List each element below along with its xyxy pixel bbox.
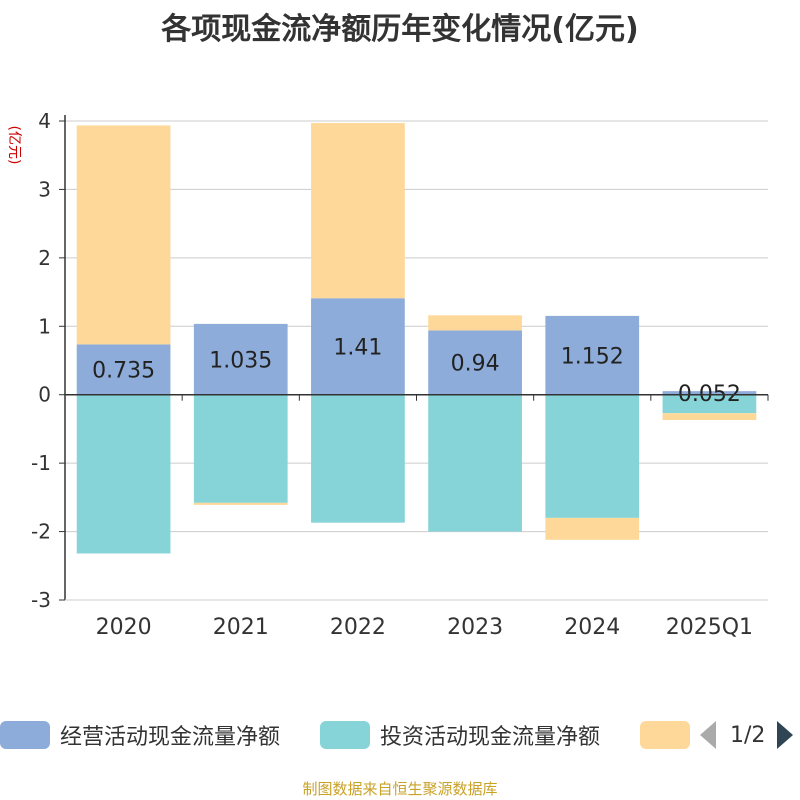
legend-item-financing[interactable]: [640, 720, 690, 750]
y-tick-label: 2: [38, 246, 51, 270]
y-axis-label: (亿元): [6, 126, 22, 165]
bar-financing: [311, 123, 405, 299]
legend-label-operating: 经营活动现金流量净额: [60, 725, 281, 750]
bar-operating: [428, 330, 522, 395]
bar-financing: [76, 125, 171, 345]
bar-financing: [545, 517, 640, 540]
x-tick-label: 2025Q1: [666, 615, 753, 640]
bar-financing: [662, 413, 757, 421]
bar-investing: [311, 394, 405, 523]
bar-operating: [662, 391, 757, 395]
legend: 经营活动现金流量净额 投资活动现金流量净额 1/2: [0, 714, 800, 758]
x-tick-label: 2022: [330, 615, 386, 640]
x-tick-label: 2024: [564, 615, 620, 640]
data-label: 0.94: [451, 352, 500, 377]
y-tick-label: 3: [38, 177, 51, 201]
y-tick-label: -3: [31, 588, 51, 612]
legend-swatch-operating: [0, 721, 50, 749]
y-tick-label: 0: [38, 383, 51, 407]
bar-operating: [193, 323, 288, 395]
bar-investing: [193, 394, 288, 503]
data-label: 1.41: [333, 335, 382, 360]
x-tick-label: 2021: [213, 615, 269, 640]
data-label: 1.035: [209, 348, 272, 373]
bar-investing: [76, 394, 171, 554]
y-tick-label: 1: [38, 314, 51, 338]
legend-swatch-financing: [640, 721, 690, 749]
bar-financing: [193, 502, 288, 505]
y-tick-label: -1: [31, 451, 51, 475]
y-tick-label: -2: [31, 520, 51, 544]
bar-investing: [545, 394, 640, 518]
bar-investing: [428, 394, 522, 532]
legend-prev-icon[interactable]: [700, 721, 716, 749]
legend-pager: 1/2: [700, 718, 794, 752]
bar-operating: [76, 344, 171, 395]
x-tick-label: 2020: [96, 615, 152, 640]
bar-investing: [662, 394, 757, 414]
x-tick-label: 2023: [447, 615, 503, 640]
data-label: 0.735: [92, 359, 155, 384]
legend-page-text: 1/2: [730, 722, 766, 748]
legend-next-icon[interactable]: [777, 721, 794, 749]
data-label: 1.152: [561, 344, 624, 369]
bar-operating: [311, 298, 405, 395]
legend-item-operating[interactable]: 经营活动现金流量净额: [0, 720, 280, 750]
legend-item-investing[interactable]: 投资活动现金流量净额: [320, 720, 600, 750]
legend-swatch-investing: [320, 721, 370, 749]
chart-title: 各项现金流净额历年变化情况(亿元): [161, 12, 639, 47]
data-source: 制图数据来自恒生聚源数据库: [302, 780, 498, 798]
bar-financing: [428, 315, 522, 331]
bar-operating: [545, 315, 640, 395]
legend-label-investing: 投资活动现金流量净额: [380, 725, 601, 750]
y-tick-label: 4: [38, 109, 51, 133]
